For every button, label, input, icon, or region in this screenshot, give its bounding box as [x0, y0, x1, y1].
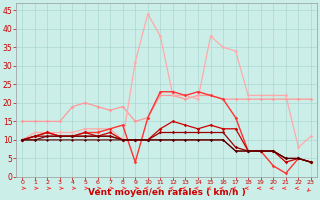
X-axis label: Vent moyen/en rafales ( km/h ): Vent moyen/en rafales ( km/h ) — [88, 188, 245, 197]
